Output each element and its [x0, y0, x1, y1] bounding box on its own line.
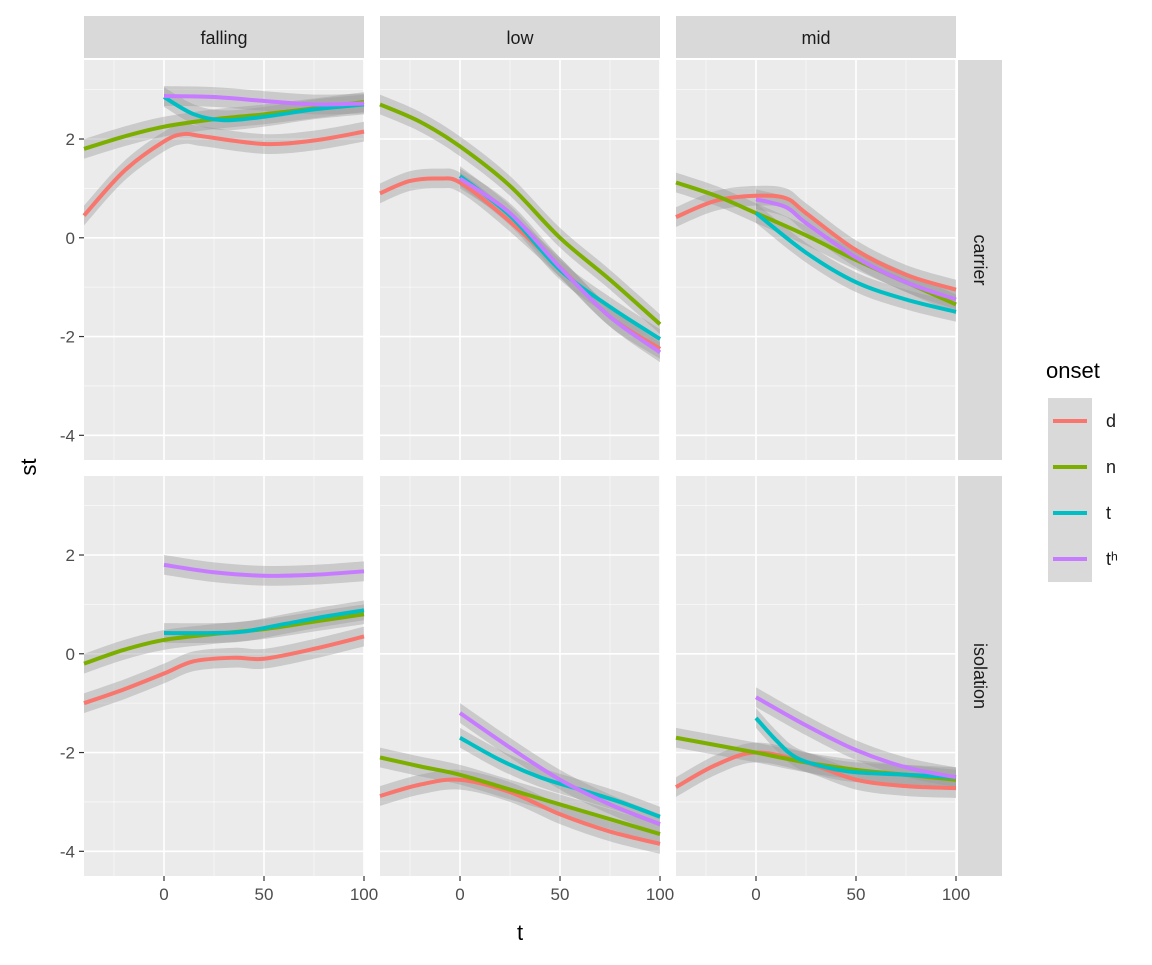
x-tick-label: 100 [942, 885, 970, 904]
row-strip-label: isolation [970, 643, 990, 709]
legend-label: tʰ [1106, 549, 1118, 569]
y-tick-label: -2 [60, 328, 75, 347]
confidence-ribbon-d [380, 769, 660, 854]
y-tick-label: 0 [66, 645, 75, 664]
y-tick-label: 2 [66, 130, 75, 149]
x-tick-label: 0 [751, 885, 760, 904]
x-tick-label: 50 [551, 885, 570, 904]
confidence-ribbon-n [380, 94, 660, 335]
y-tick-label: 2 [66, 546, 75, 565]
column-strip-label: mid [801, 28, 830, 48]
confidence-ribbon-d [84, 626, 364, 714]
panel-falling-isolation [83, 476, 365, 876]
confidence-ribbon-t [460, 727, 660, 827]
series-line-d [675, 193, 957, 292]
series-line-tʰ [755, 197, 957, 302]
y-tick-label: 0 [66, 229, 75, 248]
confidence-ribbon-tʰ [164, 555, 364, 586]
series-line-t [754, 211, 957, 314]
column-strip-label: falling [200, 28, 247, 48]
legend: onset d n t tʰ [1046, 358, 1118, 582]
x-tick-label: 100 [646, 885, 674, 904]
y-tick-label: -4 [60, 426, 75, 445]
column-strip-label: low [506, 28, 534, 48]
x-tick-label: 0 [159, 885, 168, 904]
panel-background [380, 476, 660, 876]
series-line-t [163, 608, 365, 636]
panel-background [84, 476, 364, 876]
column-strip-low [380, 16, 660, 58]
row-strip-isolation [958, 476, 1002, 876]
panel-low-isolation [379, 476, 661, 876]
y-axis-label: st [16, 458, 41, 475]
x-tick-label: 50 [255, 885, 274, 904]
panel-mid-carrier [675, 60, 957, 460]
panel-falling-carrier [82, 60, 365, 460]
series-line-d [379, 777, 661, 846]
x-tick-label: 100 [350, 885, 378, 904]
row-strip-carrier [958, 60, 1002, 460]
confidence-ribbon-t [756, 203, 956, 322]
series-line-tʰ [163, 562, 365, 578]
series-line-t [162, 95, 365, 123]
confidence-ribbon-tʰ [756, 687, 956, 788]
legend-label: d [1106, 411, 1116, 431]
series-line-tʰ [458, 176, 662, 354]
series-line-tʰ [163, 94, 365, 107]
legend-label: n [1106, 457, 1116, 477]
series-line-t [459, 735, 661, 819]
panels-layer: falling low mid carrier isolation -4 -2 0 2 -4 -2 0… [60, 16, 1002, 904]
series-line-tʰ [755, 695, 957, 780]
column-strip-falling [84, 16, 364, 58]
confidence-ribbon-tʰ [460, 703, 660, 835]
series-line-d [82, 129, 365, 217]
series-line-tʰ [458, 711, 661, 827]
confidence-ribbon-n [84, 92, 364, 159]
row-strip-label: carrier [970, 234, 990, 285]
column-strip-mid [676, 16, 956, 58]
confidence-ribbon-d [380, 168, 660, 359]
series-line-d [83, 634, 365, 706]
x-tick-label: 0 [455, 885, 464, 904]
x-axis-label: t [517, 920, 523, 945]
series-line-t [754, 716, 957, 780]
legend-label: t [1106, 503, 1111, 523]
panel-low-carrier [379, 60, 662, 460]
y-tick-label: -4 [60, 842, 75, 861]
panel-background [84, 60, 364, 460]
x-tick-label: 50 [847, 885, 866, 904]
confidence-ribbon-d [676, 185, 956, 300]
y-tick-label: -2 [60, 744, 75, 763]
legend-title: onset [1046, 358, 1100, 383]
series-line-n [379, 102, 662, 326]
panel-background [676, 476, 956, 876]
panel-mid-isolation [675, 476, 957, 876]
series-line-n [379, 755, 661, 836]
